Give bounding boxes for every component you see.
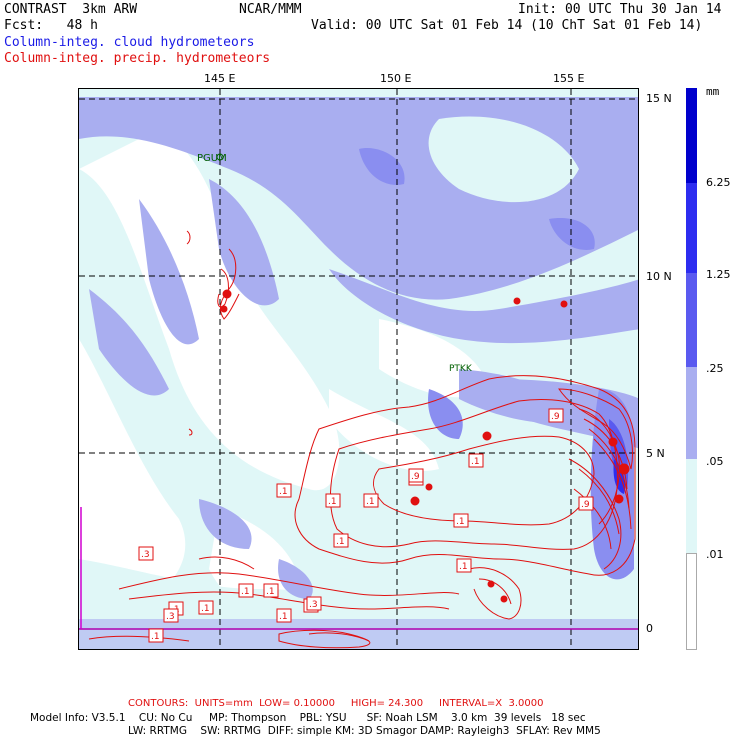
contour-label-box: .3 xyxy=(306,596,322,611)
contour-label-box: .1 xyxy=(363,493,379,508)
contour-label-box: .1 xyxy=(468,453,484,468)
contour-label-text: .3 xyxy=(141,550,150,560)
contour-label-text: .1 xyxy=(266,587,275,597)
contour-label-text: .1 xyxy=(201,604,210,614)
lon-label-150: 150 E xyxy=(380,72,412,85)
contour-label-box: .9 xyxy=(408,468,424,483)
contour-label-text: .1 xyxy=(336,537,345,547)
colorbar-bin-6 xyxy=(686,88,697,183)
colorbar-level-.01: .01 xyxy=(706,548,724,561)
contour-label-box: .1 xyxy=(238,583,254,598)
field1-title: Column-integ. cloud hydrometeors xyxy=(4,35,255,50)
colorbar-bin-2 xyxy=(686,459,697,553)
init-time: Init: 00 UTC Thu 30 Jan 14 xyxy=(518,2,722,17)
model-info-1: Model Info: V3.5.1 CU: No Cu MP: Thompso… xyxy=(30,712,586,724)
contour-label-text: .1 xyxy=(471,457,480,467)
contour-label-text: .1 xyxy=(328,497,337,507)
lon-label-145: 145 E xyxy=(204,72,236,85)
contour-label-box: .1 xyxy=(198,600,214,615)
colorbar-level-1.25: 1.25 xyxy=(706,268,731,281)
contour-label-text: .1 xyxy=(151,632,160,642)
contour-label-box: .1 xyxy=(276,483,292,498)
colorbar-bin-4 xyxy=(686,273,697,367)
contour-label-box: .3 xyxy=(138,546,154,561)
contour-label-box: .1 xyxy=(333,533,349,548)
contour-label-box: .1 xyxy=(456,558,472,573)
colorbar-level-.05: .05 xyxy=(706,455,724,468)
org-label: NCAR/MMM xyxy=(239,2,302,17)
contour-label-text: .3 xyxy=(309,600,318,610)
field2-title: Column-integ. precip. hydrometeors xyxy=(4,51,271,66)
colorbar-unit: mm xyxy=(706,85,720,98)
lat-label-10n: 10 N xyxy=(646,270,672,283)
contour-label-box: .1 xyxy=(276,608,292,623)
contour-label-box: .1 xyxy=(453,513,469,528)
lat-label-5n: 5 N xyxy=(646,447,665,460)
contour-label-text: .1 xyxy=(241,587,250,597)
contour-info: CONTOURS: UNITS=mm LOW= 0.10000 HIGH= 24… xyxy=(128,698,544,709)
contour-label-text: .9 xyxy=(581,500,590,510)
map-canvas: .1.3.9.1.1.9.1.1.9.1.1.1.1.1.1.1.3.3.1.9… xyxy=(79,89,638,649)
colorbar-level-.25: .25 xyxy=(706,362,724,375)
station-ptkk: PTKK xyxy=(449,364,473,374)
contour-label-text: .3 xyxy=(166,612,175,622)
valid-time: Valid: 00 UTC Sat 01 Feb 14 (10 ChT Sat … xyxy=(311,18,703,33)
cloud-field xyxy=(79,89,638,649)
contour-label-box: .1 xyxy=(263,583,279,598)
colorbar-level-6.25: 6.25 xyxy=(706,176,731,189)
contour-label-box: .9 xyxy=(548,408,564,423)
contour-label-text: .1 xyxy=(279,487,288,497)
contour-label-text: .1 xyxy=(279,612,288,622)
contour-label-box: .1 xyxy=(148,628,164,643)
lat-label-15n: 15 N xyxy=(646,92,672,105)
contour-labels: .1.3.9.1.1.9.1.1.9.1.1.1.1.1.1.1.3.3.1.9… xyxy=(138,408,594,643)
colorbar-bin-3 xyxy=(686,367,697,459)
forecast-hour: Fcst: 48 h xyxy=(4,18,98,33)
contour-label-text: .1 xyxy=(459,562,468,572)
contour-label-box: .9 xyxy=(578,496,594,511)
contour-label-box: .1 xyxy=(325,493,341,508)
map-plot: .1.3.9.1.1.9.1.1.9.1.1.1.1.1.1.1.3.3.1.9… xyxy=(78,88,639,650)
station-pgum: PGUM xyxy=(197,153,227,164)
contour-label-text: .1 xyxy=(456,517,465,527)
model-title: CONTRAST 3km ARW xyxy=(4,2,138,17)
lat-label-0: 0 xyxy=(646,622,653,635)
station-markers: PGUM PTKK xyxy=(197,153,473,374)
model-info-2: LW: RRTMG SW: RRTMG DIFF: simple KM: 3D … xyxy=(128,725,601,737)
contour-label-text: .9 xyxy=(551,412,560,422)
lon-label-155: 155 E xyxy=(553,72,585,85)
lat-lon-grid xyxy=(79,89,638,649)
contour-label-box: .3 xyxy=(163,608,179,623)
contour-label-text: .9 xyxy=(411,472,420,482)
contour-label-text: .1 xyxy=(366,497,375,507)
colorbar-bin-5 xyxy=(686,183,697,273)
colorbar-bin-1 xyxy=(686,553,697,650)
